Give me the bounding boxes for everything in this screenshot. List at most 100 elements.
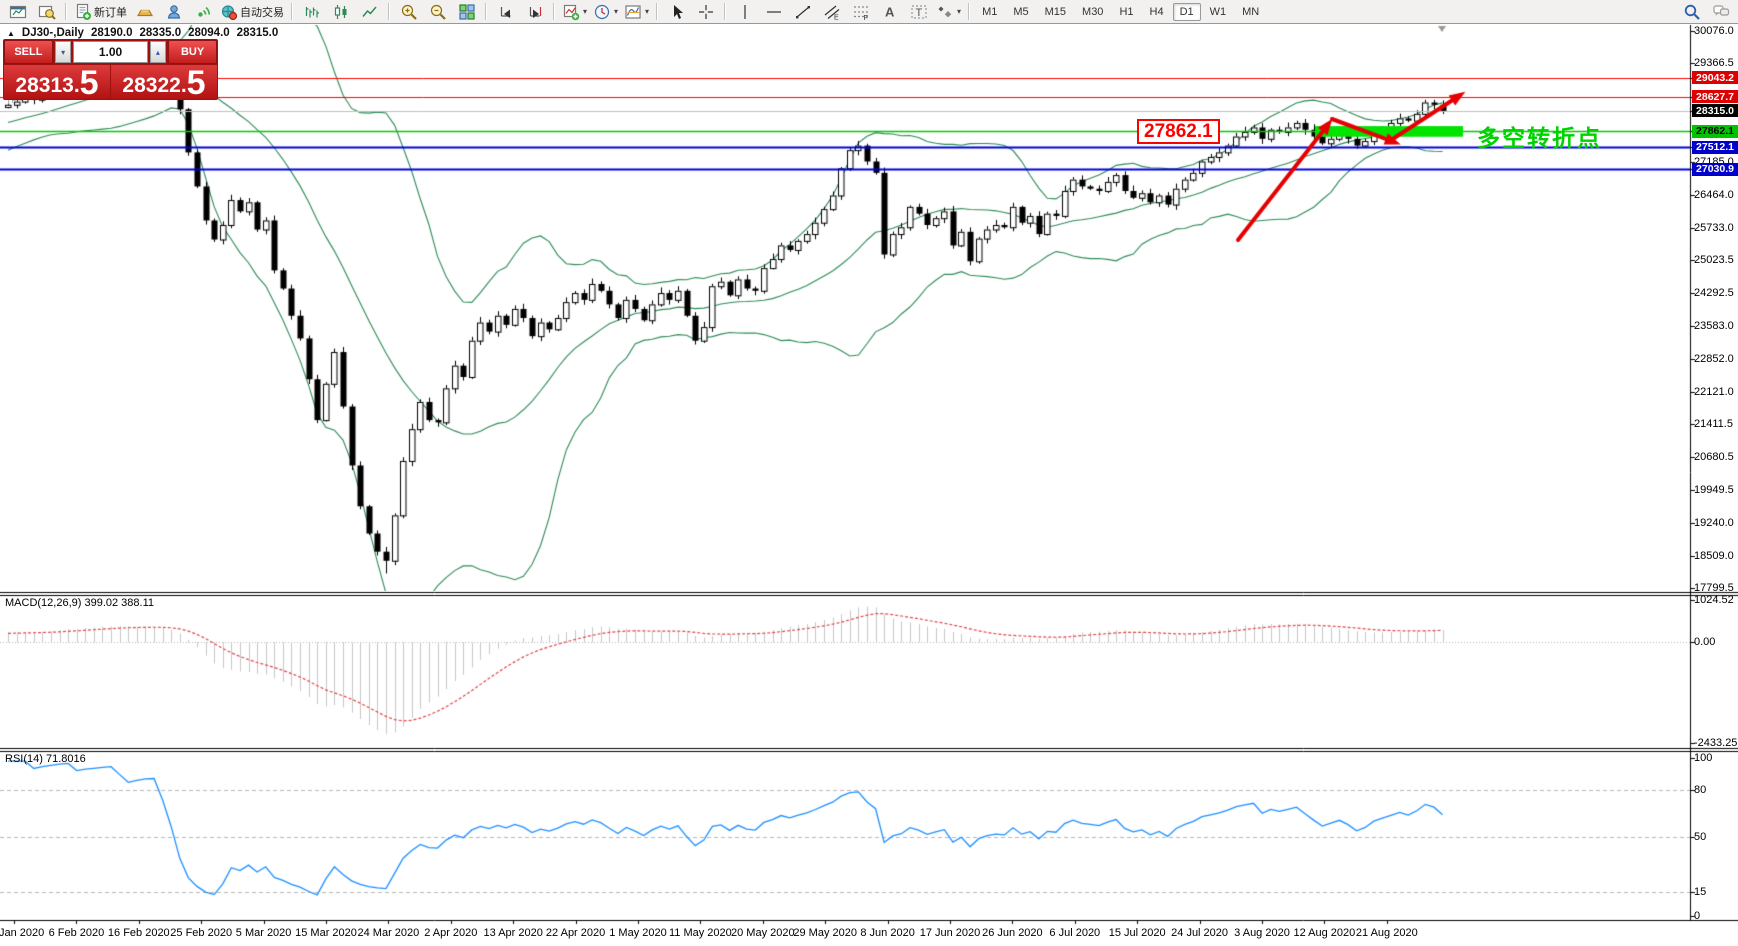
rsi-axis-tick: 50: [1694, 831, 1707, 843]
auto-trading-icon: [220, 3, 238, 21]
timeframe-m30-button[interactable]: M30: [1082, 5, 1104, 18]
rsi-axis-tick: 80: [1694, 783, 1707, 796]
chevron-down-icon: ▾: [957, 7, 962, 16]
timeframe-d1-button[interactable]: D1: [1172, 2, 1201, 21]
fibonacci-icon: F: [852, 3, 870, 21]
toolbar-separator: [656, 3, 659, 20]
volume-increase-button[interactable]: ▴: [149, 41, 167, 63]
rsi-axis-tick: 100: [1694, 752, 1713, 764]
timeframe-h4-button[interactable]: H4: [1149, 5, 1164, 18]
date-axis-label: 8 Jun 2020: [860, 927, 915, 939]
toolbar-search-button[interactable]: [1677, 0, 1706, 23]
chevron-down-icon: ▾: [614, 7, 619, 16]
rsi-axis-tick: 15: [1694, 886, 1707, 899]
toolbar-text-label-button[interactable]: T: [904, 0, 933, 23]
price-axis-tick: 29366.5: [1694, 57, 1734, 70]
toolbar-separator: [65, 3, 67, 20]
toolbar-periods-button[interactable]: ▾: [590, 0, 621, 23]
ohlc-low-value: 28094.0: [188, 27, 230, 39]
date-axis-label: 20 May 2020: [730, 927, 795, 939]
toolbar-channel-button[interactable]: E: [817, 0, 846, 23]
toolbar-bar-chart-button[interactable]: [297, 0, 326, 23]
timeframe-m15-button[interactable]: M15: [1044, 5, 1067, 18]
horizontal-line-icon: [765, 3, 783, 21]
toolbar-signals-button[interactable]: [188, 0, 217, 23]
date-axis-label: 6 Feb 2020: [48, 927, 105, 939]
price-tag: 29043.2: [1692, 71, 1738, 85]
toolbar-new-order-label: 新订单: [94, 6, 127, 19]
toolbar-arrange-left-button[interactable]: [491, 0, 520, 23]
svg-text:A: A: [885, 4, 895, 19]
ohlc-open-value: 28190.0: [90, 27, 133, 39]
collapse-triangle-icon[interactable]: ▲: [7, 28, 15, 38]
toolbar-horizontal-line-button[interactable]: [759, 0, 788, 23]
price-axis-tick: 17799.5: [1694, 582, 1734, 594]
volume-decrease-button[interactable]: ▾: [54, 41, 72, 63]
zoom-out-icon: [429, 3, 447, 21]
buy-price-display[interactable]: 28322. 5: [111, 64, 217, 102]
line-chart-icon: [361, 3, 379, 21]
toolbar-new-order-button[interactable]: 新订单: [71, 0, 130, 23]
volume-input[interactable]: 1.00: [73, 41, 148, 63]
toolbar-text-button[interactable]: A: [875, 0, 904, 23]
macd-indicator-label: MACD(12,26,9) 399.02 388.11: [5, 597, 154, 609]
toolbar-zoom-out-button[interactable]: [423, 0, 452, 23]
sell-button[interactable]: SELL: [4, 40, 53, 64]
toolbar-auto-trading-label: 自动交易: [240, 6, 284, 19]
toolbar-tile-windows-button[interactable]: [452, 0, 481, 23]
sell-price-main: 28313: [15, 74, 74, 97]
toolbar-cursor-button[interactable]: [662, 0, 691, 23]
main-toolbar: 新订单 自动交易 ▾ ▾ ▾ E F A T ▾ M1 M5 M15 M30 H1 H4 D1 W1 MN: [0, 0, 1738, 24]
toolbar-shapes-button[interactable]: ▾: [933, 0, 964, 23]
toolbar-arrange-right-button[interactable]: [520, 0, 549, 23]
toolbar-separator: [968, 3, 971, 20]
arrange-left-icon: [497, 3, 515, 21]
timeframe-mn-button[interactable]: MN: [1242, 5, 1260, 18]
toolbar-community-button[interactable]: [159, 0, 188, 23]
macd-axis-tick: 0.00: [1694, 636, 1716, 649]
sell-price-display[interactable]: 28313. 5: [4, 65, 110, 100]
price-tag: 27030.9: [1692, 162, 1738, 176]
date-axis-label: 3 Aug 2020: [1234, 927, 1290, 939]
toolbar-gold-button[interactable]: [130, 0, 159, 23]
buy-price-dot: .: [180, 74, 187, 97]
date-axis-label: 25 Feb 2020: [170, 927, 233, 939]
toolbar-auto-trading-button[interactable]: 自动交易: [217, 0, 287, 23]
toolbar-chat-button[interactable]: [1706, 0, 1735, 23]
toolbar-chart-profiles-button[interactable]: [32, 0, 61, 23]
timeframe-m1-button[interactable]: M1: [982, 5, 998, 18]
community-icon: [165, 3, 183, 21]
toolbar-crosshair-button[interactable]: [691, 0, 720, 23]
price-level-callout[interactable]: 27862.1: [1137, 119, 1220, 145]
crosshair-icon: [697, 3, 715, 21]
toolbar-new-chart-button[interactable]: [3, 0, 32, 23]
toolbar-indicators-button[interactable]: ▾: [559, 0, 590, 23]
toolbar-candle-chart-button[interactable]: [326, 0, 355, 23]
buy-button[interactable]: BUY: [168, 40, 217, 64]
symbol-period-label: DJ30-,Daily: [21, 27, 84, 39]
symbol-ohlc-bar: ▲ DJ30-,Daily 28190.0 28335.0 28094.0 28…: [7, 27, 278, 39]
chevron-down-icon: ▾: [583, 7, 588, 16]
sell-price-dot: .: [73, 74, 80, 97]
date-axis-label: 5 Mar 2020: [235, 927, 292, 939]
periods-icon: [593, 3, 611, 21]
toolbar-vertical-line-button[interactable]: [730, 0, 759, 23]
timeframe-w1-button[interactable]: W1: [1209, 5, 1227, 18]
date-axis-label: 24 Jul 2020: [1171, 927, 1229, 939]
toolbar-fibonacci-button[interactable]: F: [846, 0, 875, 23]
macd-axis-tick: 1024.52: [1694, 594, 1734, 606]
date-axis-label: 17 Jun 2020: [919, 927, 981, 939]
toolbar-trendline-button[interactable]: [788, 0, 817, 23]
buy-price-main: 28322: [122, 74, 181, 97]
templates-icon: [624, 3, 642, 21]
toolbar-templates-button[interactable]: ▾: [621, 0, 652, 23]
timeframe-m5-button[interactable]: M5: [1013, 5, 1029, 18]
toolbar-line-chart-button[interactable]: [355, 0, 384, 23]
date-axis-label: 22 Apr 2020: [545, 927, 606, 939]
price-axis-tick: 20680.5: [1694, 451, 1734, 464]
toolbar-zoom-in-button[interactable]: [394, 0, 423, 23]
buy-price-pip: 5: [186, 64, 206, 102]
one-click-trading-panel: SELL ▾ 1.00 ▴ BUY 28313. 5 28322. 5: [3, 39, 218, 100]
timeframe-h1-button[interactable]: H1: [1119, 5, 1134, 18]
